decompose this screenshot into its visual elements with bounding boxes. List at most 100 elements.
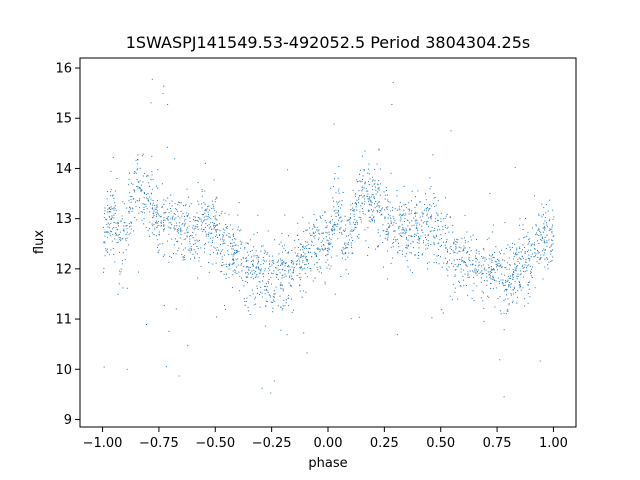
data-point bbox=[190, 249, 192, 251]
data-point bbox=[245, 261, 247, 262]
data-point bbox=[491, 269, 493, 271]
data-point bbox=[409, 252, 411, 254]
data-point bbox=[311, 240, 313, 242]
data-point bbox=[379, 205, 381, 207]
data-point bbox=[145, 206, 147, 208]
data-point bbox=[235, 244, 237, 246]
data-point bbox=[139, 188, 141, 189]
data-point bbox=[291, 278, 293, 279]
data-point bbox=[401, 250, 403, 252]
data-point bbox=[156, 235, 158, 237]
data-point bbox=[395, 240, 397, 242]
data-point bbox=[177, 215, 179, 217]
data-point bbox=[418, 242, 420, 244]
data-point bbox=[115, 227, 117, 229]
data-point bbox=[517, 259, 519, 260]
data-point bbox=[211, 208, 213, 209]
data-point bbox=[475, 257, 477, 259]
data-point bbox=[403, 209, 405, 211]
data-point bbox=[398, 208, 400, 210]
data-point bbox=[157, 169, 159, 171]
data-point bbox=[191, 227, 193, 229]
data-point bbox=[543, 207, 545, 209]
data-point bbox=[441, 309, 443, 311]
data-point bbox=[553, 216, 555, 218]
data-point bbox=[499, 265, 500, 267]
data-point bbox=[514, 288, 515, 290]
data-point bbox=[541, 203, 543, 205]
data-point bbox=[146, 208, 148, 210]
data-point bbox=[350, 204, 352, 206]
data-point bbox=[223, 254, 225, 256]
data-point bbox=[244, 301, 246, 302]
data-point bbox=[463, 261, 465, 262]
data-point bbox=[284, 270, 286, 271]
data-point bbox=[115, 234, 117, 236]
data-point bbox=[489, 254, 490, 256]
data-point bbox=[306, 248, 308, 250]
data-point bbox=[330, 242, 332, 244]
data-point bbox=[427, 220, 429, 222]
data-point bbox=[140, 211, 142, 213]
data-point bbox=[177, 204, 179, 206]
data-point bbox=[550, 253, 552, 255]
data-point bbox=[205, 235, 207, 237]
data-point bbox=[341, 200, 343, 202]
data-point bbox=[456, 266, 458, 268]
data-point bbox=[476, 257, 477, 259]
data-point bbox=[537, 251, 539, 253]
data-point bbox=[548, 220, 550, 222]
data-point bbox=[457, 265, 459, 267]
data-point bbox=[246, 276, 248, 278]
data-point bbox=[539, 230, 541, 232]
data-point bbox=[319, 266, 321, 268]
data-point bbox=[508, 275, 510, 277]
data-point bbox=[177, 210, 179, 212]
data-point bbox=[165, 211, 167, 213]
data-point bbox=[551, 260, 553, 261]
data-point bbox=[125, 233, 127, 235]
data-point bbox=[150, 198, 152, 200]
data-point bbox=[215, 231, 217, 233]
data-point bbox=[366, 190, 368, 192]
data-point bbox=[489, 276, 491, 278]
data-point bbox=[281, 269, 283, 271]
data-point bbox=[516, 267, 518, 269]
data-point bbox=[223, 232, 225, 234]
data-point bbox=[282, 262, 284, 264]
data-point bbox=[325, 231, 327, 233]
data-point bbox=[481, 272, 483, 274]
data-point bbox=[266, 253, 268, 255]
data-point bbox=[377, 246, 378, 248]
data-point bbox=[120, 268, 122, 270]
data-point bbox=[455, 248, 457, 250]
data-point bbox=[386, 209, 388, 211]
data-point bbox=[248, 269, 250, 271]
data-point bbox=[348, 219, 350, 221]
data-point bbox=[500, 279, 502, 281]
data-point bbox=[365, 240, 367, 242]
data-point bbox=[186, 212, 188, 214]
data-point bbox=[162, 243, 164, 245]
data-point bbox=[208, 224, 210, 226]
data-point bbox=[410, 212, 412, 214]
data-point bbox=[318, 232, 320, 234]
data-point bbox=[288, 265, 289, 267]
data-point bbox=[403, 221, 405, 222]
data-point bbox=[507, 244, 509, 246]
data-point bbox=[210, 245, 212, 247]
data-point bbox=[318, 229, 320, 231]
data-point bbox=[437, 242, 439, 244]
data-point bbox=[429, 177, 431, 179]
data-point bbox=[266, 301, 268, 303]
x-axis: −1.00 −0.75 −0.50 −0.25 0.00 0.25 0.50 0.75 1.00 bbox=[83, 427, 568, 451]
data-point bbox=[368, 210, 370, 212]
data-point bbox=[249, 239, 251, 241]
data-point bbox=[254, 272, 256, 274]
data-point bbox=[530, 249, 532, 251]
data-point bbox=[377, 188, 379, 190]
data-point bbox=[189, 243, 191, 245]
data-point bbox=[272, 261, 274, 263]
data-point bbox=[292, 263, 294, 265]
data-point bbox=[311, 256, 312, 258]
